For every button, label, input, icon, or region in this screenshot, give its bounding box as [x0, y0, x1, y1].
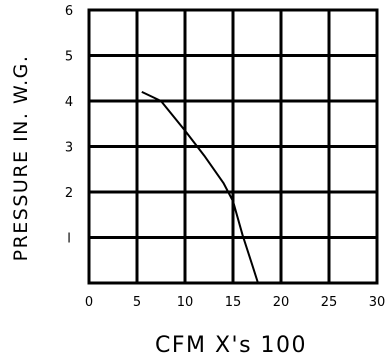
y-tick-label: 4	[65, 95, 73, 110]
y-tick-labels: l 2 3 4 5 6	[65, 4, 73, 247]
y-tick-label: 3	[65, 141, 73, 156]
grid	[89, 10, 377, 283]
y-tick-label: l	[67, 232, 71, 247]
x-tick-label: 0	[85, 295, 93, 310]
x-tick-label: 25	[321, 295, 338, 310]
y-tick-label: 5	[65, 50, 73, 65]
x-tick-label: 10	[177, 295, 194, 310]
x-tick-label: 5	[133, 295, 141, 310]
y-axis-title: PRESSURE IN. W.G.	[10, 55, 32, 262]
y-tick-label: 2	[65, 186, 73, 201]
plot-frame	[87, 8, 379, 285]
x-tick-label: 20	[273, 295, 290, 310]
x-tick-label: 30	[369, 295, 385, 310]
series-layer	[141, 90, 259, 284]
y-tick-label: 6	[65, 4, 73, 19]
x-tick-labels: 0 5 10 15 20 25 30	[85, 295, 385, 310]
plot-border	[87, 8, 379, 285]
fan-curve-line	[141, 90, 259, 284]
x-axis-title: CFM X's 100	[155, 333, 307, 358]
x-tick-label: 15	[225, 295, 242, 310]
